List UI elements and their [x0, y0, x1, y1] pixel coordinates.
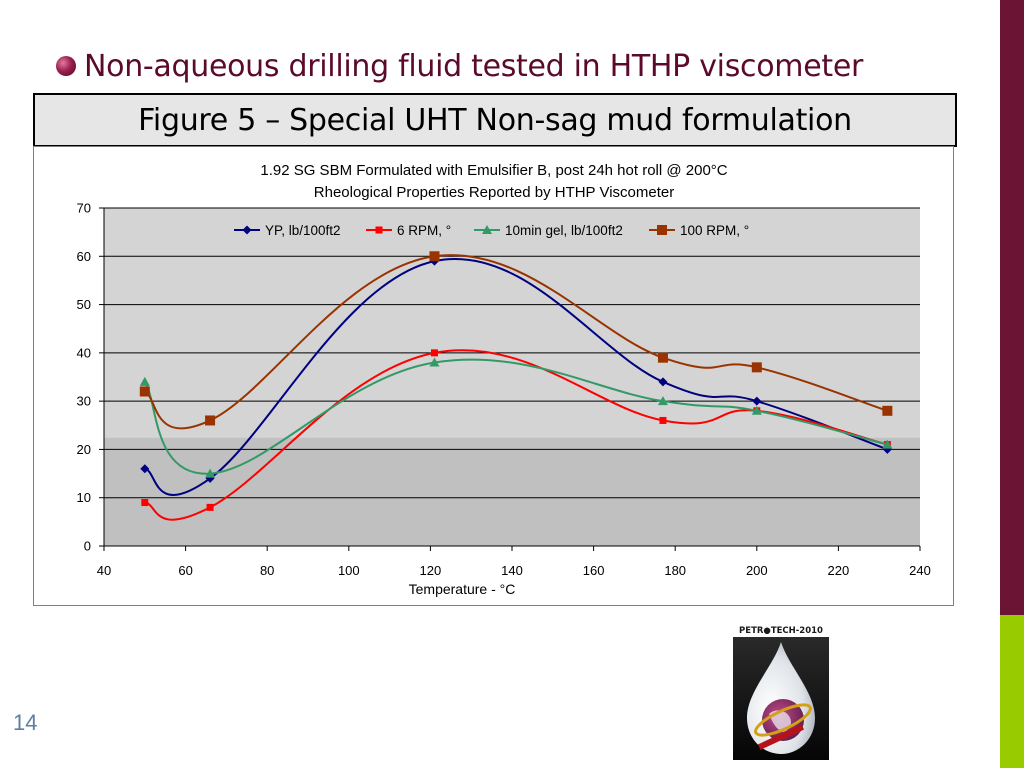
- y-tick-label: 0: [84, 539, 91, 554]
- page-number: 14: [13, 710, 38, 735]
- x-tick-label: 220: [828, 563, 850, 578]
- data-point-0: [752, 396, 762, 406]
- data-point-3: [429, 251, 440, 262]
- y-tick-label: 30: [77, 394, 91, 409]
- line-chart: 0 10 20 30 40 50 60 70 40 60 80 100 120 140 160 180 200 2…: [43, 162, 931, 597]
- plot-area-shade: [104, 208, 920, 438]
- x-tick-label: 240: [909, 563, 931, 578]
- x-tick-label: 120: [420, 563, 442, 578]
- x-tick-label: 200: [746, 563, 768, 578]
- logo-text: PETR●TECH-2010: [739, 626, 823, 636]
- data-point-2: [205, 468, 216, 478]
- x-tick-label: 80: [260, 563, 274, 578]
- legend-marker: [482, 225, 492, 234]
- chart-frame: 0 10 20 30 40 50 60 70 40 60 80 100 120 140 160 180 200 2…: [33, 146, 954, 606]
- legend-marker: [375, 226, 383, 234]
- bullet-icon: [56, 56, 76, 76]
- legend-label: 10min gel, lb/100ft2: [505, 223, 623, 238]
- data-point-2: [882, 439, 893, 449]
- data-point-0: [140, 464, 150, 474]
- data-point-2: [429, 357, 440, 367]
- data-point-2: [657, 396, 668, 406]
- accent-bar-maroon: [1000, 0, 1024, 615]
- x-tick-label: 40: [97, 563, 111, 578]
- y-tick-label: 10: [77, 490, 91, 505]
- data-point-3: [751, 362, 762, 373]
- x-tick-label: 160: [583, 563, 605, 578]
- y-tick-label: 70: [77, 201, 91, 216]
- x-axis-label: Temperature - °C: [409, 581, 516, 597]
- data-point-0: [658, 377, 668, 387]
- data-point-3: [205, 415, 216, 426]
- data-point-3: [657, 352, 668, 363]
- heading-text: Non-aqueous drilling fluid tested in HTH…: [84, 48, 864, 84]
- y-tick-label: 40: [77, 345, 91, 360]
- legend-label: YP, lb/100ft2: [265, 223, 341, 238]
- x-tick-label: 180: [664, 563, 686, 578]
- data-point-1: [206, 503, 214, 511]
- data-point-1: [430, 349, 438, 357]
- data-point-1: [659, 416, 667, 424]
- data-point-3: [139, 386, 150, 397]
- y-tick-label: 20: [77, 442, 91, 457]
- legend-label: 6 RPM, °: [397, 223, 451, 238]
- data-point-2: [751, 405, 762, 415]
- y-tick-label: 50: [77, 297, 91, 312]
- x-tick-label: 140: [501, 563, 523, 578]
- legend-marker: [657, 225, 667, 235]
- x-tick-label: 60: [178, 563, 192, 578]
- x-tick-label: 100: [338, 563, 360, 578]
- slide-heading: Non-aqueous drilling fluid tested in HTH…: [56, 44, 863, 88]
- legend-label: 100 RPM, °: [680, 223, 749, 238]
- petrotech-logo: PETR●TECH-2010: [733, 622, 829, 760]
- legend-marker: [242, 225, 252, 235]
- y-tick-label: 60: [77, 249, 91, 264]
- chart-title: 1.92 SG SBM Formulated with Emulsifier B…: [260, 162, 727, 179]
- figure-caption-box: Figure 5 – Special UHT Non-sag mud formu…: [33, 93, 957, 147]
- chart-subtitle: Rheological Properties Reported by HTHP …: [314, 184, 674, 201]
- figure-caption: Figure 5 – Special UHT Non-sag mud formu…: [138, 102, 852, 138]
- y-axis-label: Rheological values - cP, lb/100ft²: [43, 314, 57, 461]
- data-point-3: [882, 405, 893, 416]
- accent-bar-green: [1000, 615, 1024, 768]
- data-point-1: [141, 499, 149, 507]
- data-point-2: [139, 376, 150, 386]
